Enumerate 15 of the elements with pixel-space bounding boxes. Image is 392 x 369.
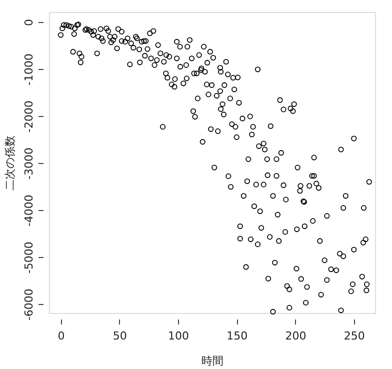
x-tick-label: 150 xyxy=(226,330,248,342)
x-tick-label: 0 xyxy=(58,330,65,342)
y-axis-title: 二次の係数 xyxy=(4,136,16,190)
x-tick-label: 50 xyxy=(112,330,127,342)
y-tick-label: -6000 xyxy=(22,288,36,321)
x-tick-label: 100 xyxy=(168,330,189,342)
y-tick-label: -3000 xyxy=(22,148,36,180)
y-tick-label: -5000 xyxy=(22,242,36,274)
y-tick-label: -4000 xyxy=(22,194,36,227)
x-tick-label: 200 xyxy=(285,330,306,342)
y-tick-label: -1000 xyxy=(22,54,36,86)
x-axis-title: 時間 xyxy=(202,354,224,368)
y-tick-label: -2000 xyxy=(22,100,36,133)
y-tick-label: 0 xyxy=(22,19,36,26)
x-tick-label: 250 xyxy=(344,330,365,342)
